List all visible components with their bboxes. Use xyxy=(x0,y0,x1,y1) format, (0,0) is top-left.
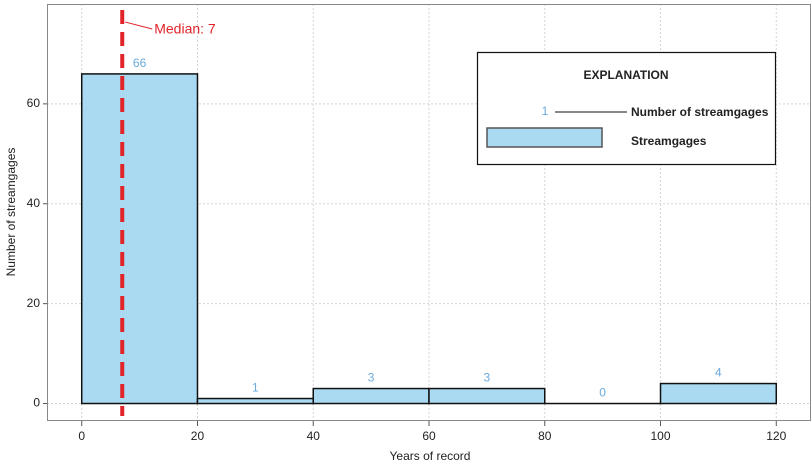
x-tick-label: 60 xyxy=(422,429,436,443)
bar xyxy=(312,387,430,405)
y-tick-label: 40 xyxy=(27,196,41,210)
legend-sample: 1 xyxy=(542,104,549,118)
value-label: 3 xyxy=(368,371,375,385)
bar xyxy=(659,382,778,405)
legend-title: EXPLANATION xyxy=(583,68,668,82)
x-tick-label: 0 xyxy=(78,429,85,443)
y-tick-label: 20 xyxy=(27,296,41,310)
x-tick-label: 20 xyxy=(191,429,205,443)
median-label: Median: 7 xyxy=(154,21,216,37)
plot-frame xyxy=(47,4,811,421)
x-axis-label: Years of record xyxy=(390,449,471,463)
x-tick-label: 80 xyxy=(538,429,552,443)
bar xyxy=(196,397,314,405)
y-tick-label: 60 xyxy=(27,96,41,110)
value-label: 0 xyxy=(599,386,606,400)
x-tick-label: 100 xyxy=(650,429,670,443)
bar xyxy=(80,73,199,405)
bar xyxy=(428,387,546,405)
value-label: 3 xyxy=(484,371,491,385)
x-tick-label: 40 xyxy=(307,429,321,443)
y-axis-label: Number of streamgages xyxy=(4,148,18,277)
legend-swatch xyxy=(486,127,603,148)
legend-label: Number of streamgages xyxy=(631,105,769,119)
value-label: 1 xyxy=(252,381,259,395)
y-tick-label: 0 xyxy=(33,396,40,410)
legend-label: Streamgages xyxy=(631,134,707,148)
x-tick-label: 120 xyxy=(766,429,786,443)
value-label: 66 xyxy=(133,56,147,70)
median-leader xyxy=(125,21,153,30)
value-label: 4 xyxy=(715,366,722,380)
